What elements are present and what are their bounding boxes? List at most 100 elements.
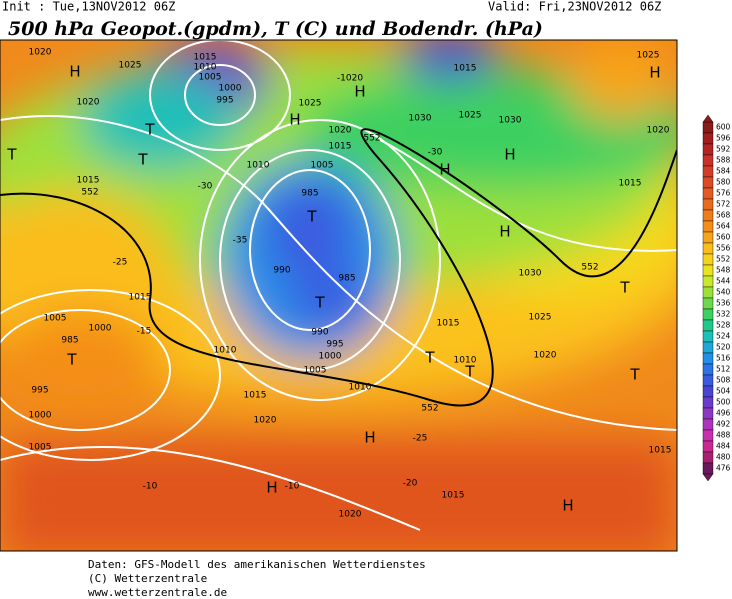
colorbar-label: 592: [716, 145, 731, 154]
pressure-center: T: [66, 351, 77, 369]
colorbar-swatch: [702, 418, 714, 431]
colorbar-label: 540: [716, 288, 731, 297]
colorbar-swatch: [702, 297, 714, 310]
colorbar-label: 500: [716, 398, 731, 407]
contour-label: -15: [137, 327, 152, 337]
colorbar-label: 532: [716, 310, 731, 319]
pressure-center: T: [464, 363, 475, 381]
footer-line: Daten: GFS-Modell des amerikanischen Wet…: [88, 558, 426, 571]
valid-time: Valid: Fri,23NOV2012 06Z: [488, 0, 661, 14]
colorbar-swatch: [702, 264, 714, 277]
colorbar-swatch: [702, 165, 714, 178]
contour-label: -25: [413, 434, 428, 444]
colorbar-label: 524: [716, 332, 731, 341]
contour-label: 1005: [311, 161, 334, 171]
colorbar-label: 552: [716, 255, 731, 264]
map-title: 500 hPa Geopot.(gpdm), T (C) und Bodendr…: [8, 18, 543, 40]
pressure-center: T: [144, 121, 155, 139]
contour-label: 1015: [437, 319, 460, 329]
contour-label: -1020: [337, 74, 363, 84]
colorbar: 600 596 592 588 584 580 576 572 568 564 560 556 552 5…: [702, 114, 731, 482]
contour-label: 1020: [647, 126, 670, 136]
contour-label: 1010: [214, 346, 237, 356]
colorbar-label: 556: [716, 244, 731, 253]
colorbar-swatch: [702, 374, 714, 387]
contour-label: 1025: [299, 99, 322, 109]
colorbar-label: 568: [716, 211, 731, 220]
contour-label: 1015: [442, 491, 465, 501]
colorbar-arrow: [702, 473, 714, 482]
colorbar-swatch: [702, 143, 714, 156]
colorbar-label: 560: [716, 233, 731, 242]
colorbar-label: 536: [716, 299, 731, 308]
colorbar-swatch: [702, 242, 714, 255]
contour-label: -30: [428, 148, 443, 158]
552-contour: [0, 128, 677, 407]
pressure-center: H: [289, 111, 300, 129]
contour-label: 985: [301, 189, 318, 199]
colorbar-arrow: [702, 114, 714, 123]
map-labels: 1020 H 1015 1010 1025 1005 1000 995 1020 H 1025 -10…: [6, 48, 671, 520]
colorbar-swatch: [702, 462, 714, 475]
pressure-center: H: [354, 83, 365, 101]
colorbar-label: 576: [716, 189, 731, 198]
colorbar-swatch: [702, 429, 714, 442]
map-field: [0, 40, 677, 551]
pressure-center: H: [69, 63, 80, 81]
contour-label: 1010: [247, 161, 270, 171]
contour-label: 1015: [649, 446, 672, 456]
colorbar-swatch: [702, 154, 714, 167]
pressure-center: T: [137, 151, 148, 169]
colorbar-label: 492: [716, 420, 731, 429]
colorbar-label: 596: [716, 134, 731, 143]
contour-label: 1015: [619, 179, 642, 189]
colorbar-swatch: [702, 319, 714, 332]
contour-label: 995: [31, 386, 48, 396]
colorbar-label: 504: [716, 387, 731, 396]
contour-label: 1000: [29, 411, 52, 421]
colorbar-swatch: [702, 407, 714, 420]
contour-label: 1025: [637, 51, 660, 61]
contour-label: 1015: [329, 142, 352, 152]
contour-label: 1020: [339, 510, 362, 520]
contour-label: 1020: [534, 351, 557, 361]
pressure-center: T: [6, 146, 17, 164]
colorbar-swatch: [702, 209, 714, 222]
colorbar-swatch: [702, 440, 714, 453]
colorbar-swatch: [702, 352, 714, 365]
contour-label: 1020: [254, 416, 277, 426]
contour-label: -30: [198, 182, 213, 192]
contour-label: 990: [311, 328, 328, 338]
contour-label: 1025: [119, 61, 142, 71]
colorbar-swatch: [702, 231, 714, 244]
contour-label: 1020: [329, 126, 352, 136]
contour-label: 1010: [349, 383, 372, 393]
contour-label: 1000: [219, 84, 242, 94]
colorbar-label: 528: [716, 321, 731, 330]
pressure-center: H: [364, 429, 375, 447]
contour-label: 1010: [454, 356, 477, 366]
contour-label: -25: [113, 258, 128, 268]
contour-label: 1015: [454, 64, 477, 74]
colorbar-label: 488: [716, 431, 731, 440]
colorbar-label: 588: [716, 156, 731, 165]
pressure-center: H: [562, 497, 573, 515]
colorbar-swatch: [702, 385, 714, 398]
colorbar-swatch: [702, 132, 714, 145]
colorbar-label: 580: [716, 178, 731, 187]
colorbar-swatch: [702, 220, 714, 233]
colorbar-label: 600: [716, 123, 731, 132]
colorbar-swatch: [702, 308, 714, 321]
contour-label: 1015: [77, 176, 100, 186]
colorbar-label: 572: [716, 200, 731, 209]
colorbar-label: 584: [716, 167, 731, 176]
contour-label: 1020: [29, 48, 52, 58]
colorbar-swatch: [702, 187, 714, 200]
colorbar-label: 564: [716, 222, 731, 231]
colorbar-label: 496: [716, 409, 731, 418]
contour-label: 1025: [459, 111, 482, 121]
colorbar-swatch: [702, 198, 714, 211]
contour-label: 1005: [44, 314, 67, 324]
contour-label: -10: [285, 482, 300, 492]
